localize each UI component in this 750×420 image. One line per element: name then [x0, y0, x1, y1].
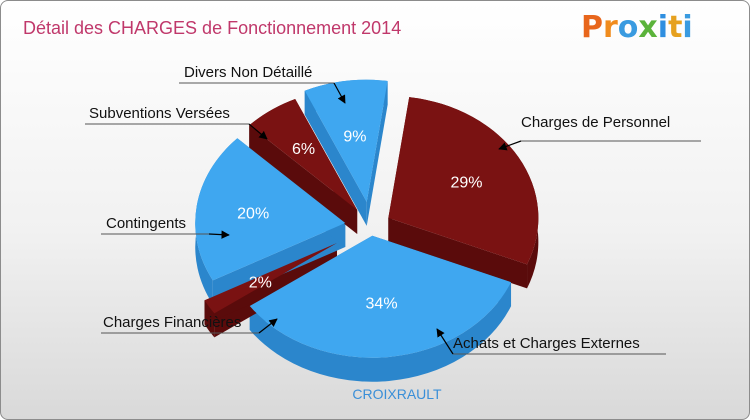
proxiti-logo: Proxiti [581, 10, 693, 45]
pie-category-label: Contingents [106, 215, 186, 232]
pie-percent-label: 9% [343, 128, 366, 145]
pie-percent-label: 29% [450, 175, 482, 192]
pie-category-label: Charges Financières [103, 314, 241, 331]
logo-letter-7: i [682, 10, 692, 45]
pie-callouts: Charges de Personnel Achats et Charges Ex… [85, 64, 701, 355]
pie-category-label: Divers Non Détaillé [184, 64, 312, 81]
logo-letter-3: o [618, 10, 639, 45]
pie-percent-label: 20% [237, 206, 269, 223]
pie-category-label: Achats et Charges Externes [453, 335, 640, 352]
logo-letter-1: P [581, 10, 603, 45]
chart-title: Détail des CHARGES de Fonctionnement 201… [23, 18, 401, 38]
logo-letter-6: t [668, 10, 682, 45]
callout-arrow [436, 328, 454, 355]
callout-arrow [248, 123, 268, 140]
pie-percent-labels: 29% 34% 2% 20% 6% 9% [237, 128, 482, 312]
pie-slice-side [249, 282, 512, 382]
pie-percent-label: 6% [292, 141, 315, 158]
pie-slice [249, 98, 358, 211]
pie-slice-cut-face [304, 90, 367, 226]
pie-slice-cut-face [366, 81, 388, 226]
pie-percent-label: 34% [366, 295, 398, 312]
pie-slice [249, 235, 512, 358]
pie-slice-cut-face [388, 217, 528, 289]
callout-arrow [333, 82, 346, 104]
logo-letter-2: r [603, 10, 618, 45]
callout-arrow [498, 140, 522, 151]
callout-arrow [258, 318, 278, 334]
pie-slice [304, 79, 388, 202]
logo-letter-4: x [638, 10, 657, 45]
pie-slice-cut-face [249, 125, 358, 235]
pie-category-label: Subventions Versées [89, 105, 230, 122]
pie-slice [204, 243, 337, 314]
logo-letter-5: i [658, 10, 668, 45]
pie-slice [388, 97, 539, 265]
commune-subtitle: CROIXRAULT [352, 386, 442, 402]
pie-slice [195, 138, 346, 281]
pie-slices [195, 79, 539, 358]
callout-arrow [208, 230, 230, 239]
pie-category-label: Charges de Personnel [521, 114, 670, 131]
pie-percent-label: 2% [249, 274, 272, 291]
